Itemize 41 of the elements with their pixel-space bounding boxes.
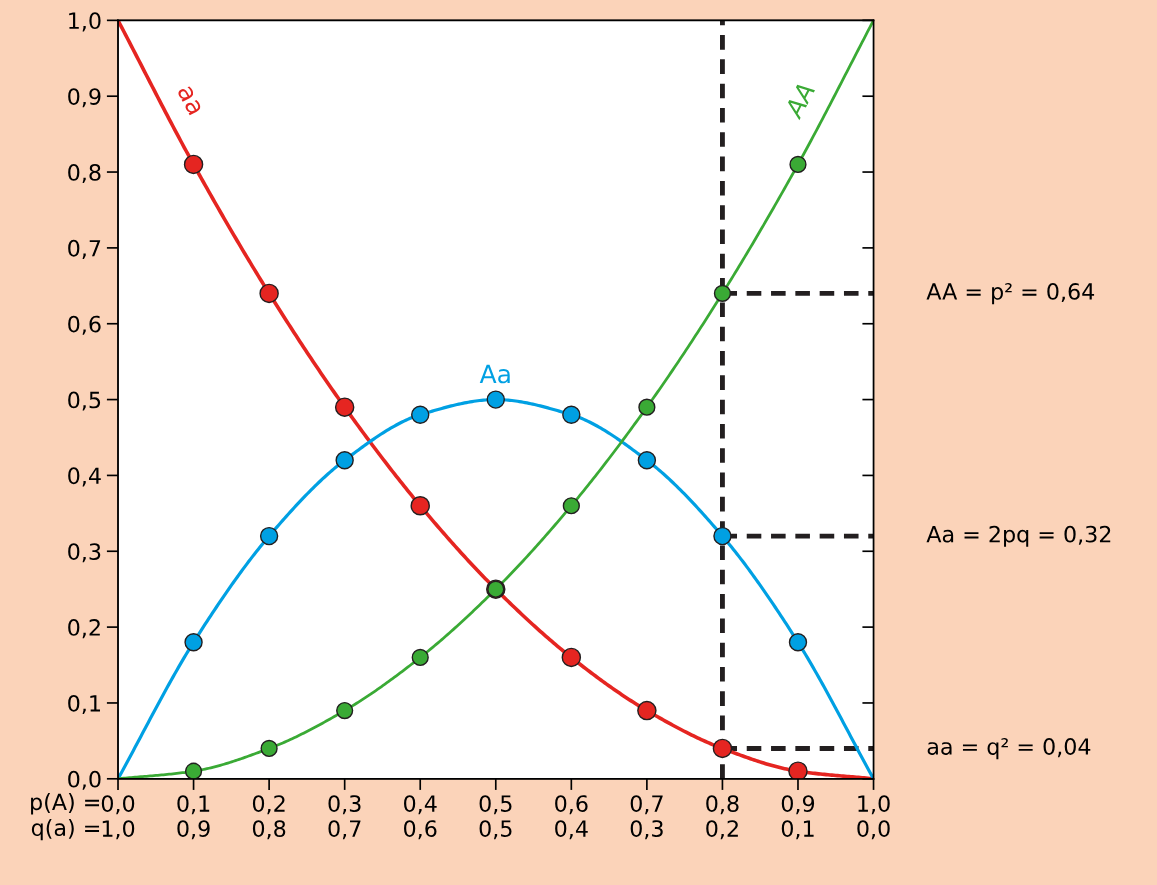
y-tick-label: 0,6 (68, 315, 101, 335)
series-label: Aa (479, 364, 510, 384)
y-tick-label: 0,7 (68, 239, 101, 259)
ref-line-label: AA = p² = 0,64 (926, 283, 1095, 305)
text: AA (783, 81, 815, 121)
y-tick-label: 0,9 (68, 88, 101, 108)
y-tick-label: 0,3 (68, 543, 101, 563)
x2-tick-label: 0,8 (252, 820, 286, 840)
x2-tick-label: 0,3 (630, 820, 663, 840)
x2-tick-label: 1,0 (102, 820, 135, 840)
y-tick-label: 0,0 (68, 770, 101, 790)
x-axis-title: p(A) = (31, 793, 100, 815)
x2-tick-label: 0,2 (706, 820, 738, 840)
x-tick-label: 0,8 (706, 795, 739, 815)
x2-tick-label: 0,9 (177, 820, 210, 840)
ref-line-label: Aa = 2pq = 0,32 (926, 525, 1111, 547)
x2-tick-label: 0,0 (857, 820, 890, 840)
x2-tick-label: 0,4 (555, 820, 588, 840)
x2-tick-label: 0,7 (328, 820, 361, 840)
x-tick-label: 0,2 (252, 795, 285, 815)
x-tick-label: 0,0 (101, 795, 135, 815)
x2-tick-label: 0,1 (781, 820, 814, 840)
y-tick-label: 0,4 (68, 467, 101, 487)
x-tick-label: 0,1 (177, 795, 210, 815)
x-tick-label: 0,9 (781, 795, 815, 815)
y-tick-label: 0,5 (68, 391, 101, 411)
x-tick-label: 0,7 (630, 795, 663, 815)
text: aa (176, 85, 203, 116)
x-tick-label: 0,4 (404, 795, 437, 815)
ref-line-label: aa = q² = 0,04 (927, 738, 1091, 760)
x2-tick-label: 0,6 (404, 820, 437, 840)
x2-tick-label: 0,5 (479, 820, 512, 840)
x-tick-label: 0,3 (328, 795, 361, 815)
y-tick-label: 1,0 (69, 12, 101, 32)
y-tick-label: 0,8 (68, 163, 101, 184)
y-tick-label: 0,1 (68, 694, 100, 714)
x2-axis-title: q(a) = (31, 818, 100, 841)
y-tick-label: 0,2 (68, 619, 100, 639)
x-tick-label: 1,0 (858, 795, 890, 815)
x-tick-label: 0,6 (555, 795, 588, 815)
x-tick-label: 0,5 (479, 795, 512, 815)
